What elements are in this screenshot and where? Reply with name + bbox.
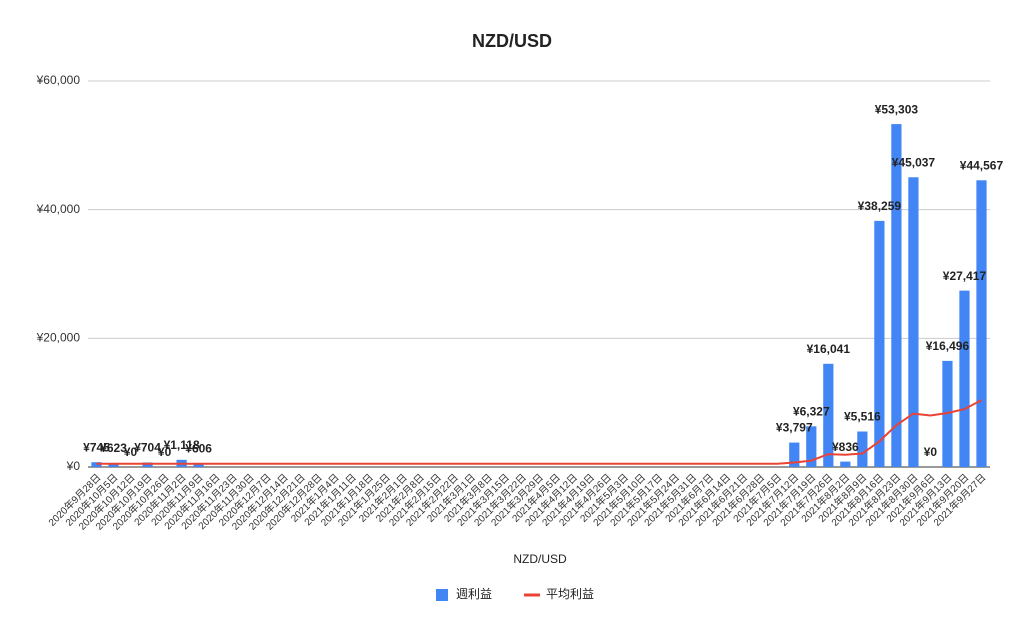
legend-swatch bbox=[436, 589, 448, 601]
bar bbox=[959, 290, 970, 467]
data-label: ¥5,516 bbox=[844, 410, 881, 424]
bar bbox=[976, 180, 987, 467]
data-label: ¥27,417 bbox=[943, 269, 987, 283]
legend-label: 平均利益 bbox=[546, 587, 594, 601]
data-label: ¥704 bbox=[134, 441, 161, 455]
data-label: ¥0 bbox=[158, 445, 172, 459]
data-label: ¥1,118 bbox=[164, 438, 200, 452]
bar bbox=[789, 442, 800, 467]
chart-title: NZD/USD bbox=[472, 31, 552, 51]
bar bbox=[806, 426, 817, 467]
data-label: ¥38,259 bbox=[858, 199, 902, 213]
bar bbox=[108, 462, 119, 467]
bar bbox=[193, 463, 204, 467]
data-label: ¥16,496 bbox=[926, 339, 970, 353]
y-tick-label: ¥40,000 bbox=[36, 202, 81, 216]
bar bbox=[857, 431, 868, 467]
bar bbox=[908, 177, 919, 467]
y-tick-label: ¥60,000 bbox=[36, 73, 81, 87]
y-tick-label: ¥0 bbox=[66, 459, 81, 473]
data-label: ¥16,041 bbox=[807, 342, 851, 356]
bar bbox=[840, 461, 851, 467]
y-tick-label: ¥20,000 bbox=[36, 331, 81, 345]
data-label: ¥3,797 bbox=[776, 421, 813, 435]
bar bbox=[874, 220, 885, 467]
data-label: ¥745 bbox=[83, 440, 110, 454]
data-label: ¥0 bbox=[124, 445, 138, 459]
legend-label: 週利益 bbox=[456, 587, 492, 601]
data-label: ¥45,037 bbox=[892, 155, 936, 169]
line bbox=[96, 399, 982, 465]
data-label: ¥6,327 bbox=[793, 404, 830, 418]
data-label: ¥53,303 bbox=[875, 102, 919, 116]
bar bbox=[823, 363, 834, 467]
bar bbox=[891, 124, 902, 467]
data-label: ¥606 bbox=[185, 441, 212, 455]
data-label: ¥836 bbox=[832, 440, 859, 454]
x-axis-title: NZD/USD bbox=[513, 552, 567, 566]
data-label: ¥0 bbox=[924, 445, 938, 459]
data-label: ¥623 bbox=[100, 441, 127, 455]
data-label: ¥44,567 bbox=[960, 158, 1004, 172]
